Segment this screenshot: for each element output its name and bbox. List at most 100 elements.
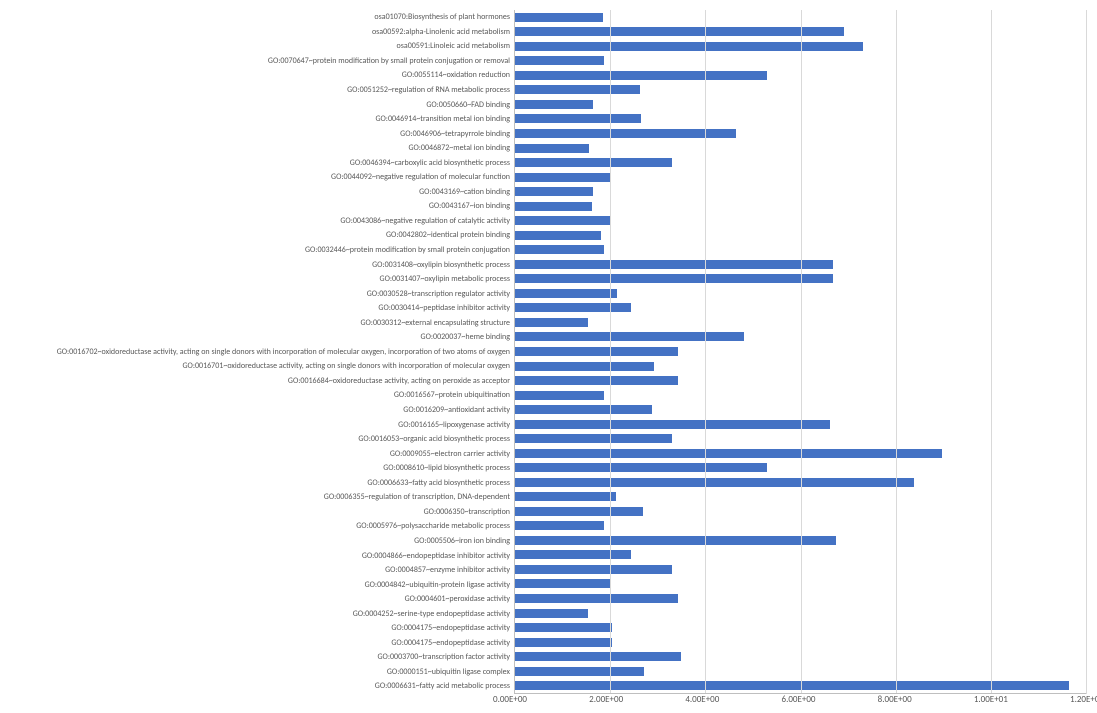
y-label: GO:0043086~negative regulation of cataly… <box>10 214 510 229</box>
bar <box>515 594 678 603</box>
bar <box>515 638 612 647</box>
gridline <box>1086 10 1087 693</box>
bar <box>515 565 672 574</box>
y-label: GO:0004175~endopeptidase activity <box>10 636 510 651</box>
x-tick-label: 0.00E+00 <box>493 694 527 705</box>
y-label: GO:0008610~lipid biosynthetic process <box>10 461 510 476</box>
x-tick-label: 1.20E+01 <box>1070 694 1097 705</box>
y-label: GO:0016684~oxidoreductase activity, acti… <box>10 374 510 389</box>
go-enrichment-bar-chart: osa01070:Biosynthesis of plant hormoneso… <box>0 0 1097 713</box>
y-label: GO:0005976~polysaccharide metabolic proc… <box>10 519 510 534</box>
y-label: GO:0016165~lipoxygenase activity <box>10 417 510 432</box>
bar <box>515 216 610 225</box>
y-label: GO:0000151~ubiquitin ligase complex <box>10 665 510 680</box>
bar <box>515 391 604 400</box>
bar <box>515 187 593 196</box>
y-label: GO:0032446~protein modification by small… <box>10 243 510 258</box>
y-label: GO:0020037~heme binding <box>10 330 510 345</box>
y-label: GO:0044092~negative regulation of molecu… <box>10 170 510 185</box>
y-label: GO:0016701~oxidoreductase activity, acti… <box>10 359 510 374</box>
bar <box>515 303 631 312</box>
y-label: GO:0016053~organic acid biosynthetic pro… <box>10 432 510 447</box>
y-label: GO:0046914~transition metal ion binding <box>10 112 510 127</box>
x-tick-label: 8.00E+00 <box>878 694 912 705</box>
x-tick-label: 6.00E+00 <box>782 694 816 705</box>
bar <box>515 42 863 51</box>
y-label: GO:0006633~fatty acid biosynthetic proce… <box>10 476 510 491</box>
bar <box>515 579 610 588</box>
bar <box>515 550 631 559</box>
y-label: GO:0006350~transcription <box>10 505 510 520</box>
y-label: GO:0004842~ubiquitin-protein ligase acti… <box>10 577 510 592</box>
bar <box>515 318 588 327</box>
y-label: GO:0016209~antioxidant activity <box>10 403 510 418</box>
y-label: GO:0055114~oxidation reduction <box>10 68 510 83</box>
y-label: GO:0006631~fatty acid metabolic process <box>10 679 510 694</box>
y-label: GO:0030528~transcription regulator activ… <box>10 286 510 301</box>
bar <box>515 202 592 211</box>
y-label: GO:0003700~transcription factor activity <box>10 650 510 665</box>
y-label: GO:0030312~external encapsulating struct… <box>10 315 510 330</box>
bar <box>515 129 736 138</box>
gridline <box>801 10 802 693</box>
bar <box>515 667 644 676</box>
bar <box>515 332 744 341</box>
bar <box>515 144 589 153</box>
bar <box>515 536 836 545</box>
bar <box>515 347 678 356</box>
y-axis-labels: osa01070:Biosynthesis of plant hormoneso… <box>10 10 514 694</box>
bar <box>515 362 654 371</box>
bar <box>515 420 830 429</box>
y-label: GO:0004252~serine-type endopeptidase act… <box>10 606 510 621</box>
y-label: GO:0016702~oxidoreductase activity, acti… <box>10 345 510 360</box>
y-label: GO:0004866~endopeptidase inhibitor activ… <box>10 548 510 563</box>
bar <box>515 260 833 269</box>
gridline <box>610 10 611 693</box>
bar <box>515 158 672 167</box>
y-label: GO:0046394~carboxylic acid biosynthetic … <box>10 155 510 170</box>
bar <box>515 56 604 65</box>
bar <box>515 623 612 632</box>
bar <box>515 609 588 618</box>
x-tick-label: 4.00E+00 <box>685 694 719 705</box>
y-label: GO:0051252~regulation of RNA metabolic p… <box>10 83 510 98</box>
y-label: GO:0043167~ion binding <box>10 199 510 214</box>
y-label: GO:0043169~cation binding <box>10 185 510 200</box>
bar <box>515 652 681 661</box>
plot-area: osa01070:Biosynthesis of plant hormoneso… <box>10 10 1087 694</box>
bar <box>515 173 610 182</box>
bar <box>515 100 593 109</box>
y-label: osa01070:Biosynthesis of plant hormones <box>10 10 510 25</box>
y-label: GO:0030414~peptidase inhibitor activity <box>10 301 510 316</box>
y-label: GO:0070647~protein modification by small… <box>10 54 510 69</box>
gridline <box>705 10 706 693</box>
bar <box>515 27 844 36</box>
y-label: GO:0042802~identical protein binding <box>10 228 510 243</box>
bar <box>515 405 652 414</box>
y-label: GO:0004857~enzyme inhibitor activity <box>10 563 510 578</box>
bar <box>515 521 604 530</box>
bar <box>515 463 767 472</box>
y-label: GO:0005506~iron ion binding <box>10 534 510 549</box>
y-label: GO:0006355~regulation of transcription, … <box>10 490 510 505</box>
x-tick-label: 1.00E+01 <box>974 694 1008 705</box>
bar <box>515 449 942 458</box>
y-label: GO:0016567~protein ubiquitination <box>10 388 510 403</box>
y-label: GO:0004175~endopeptidase activity <box>10 621 510 636</box>
y-label: GO:0046906~tetrapyrrole binding <box>10 126 510 141</box>
y-label: GO:0004601~peroxidase activity <box>10 592 510 607</box>
bar <box>515 681 1069 690</box>
y-label: GO:0031408~oxylipin biosynthetic process <box>10 257 510 272</box>
gridline <box>896 10 897 693</box>
bar <box>515 274 833 283</box>
bar <box>515 289 617 298</box>
x-tick-label: 2.00E+00 <box>589 694 623 705</box>
y-label: osa00592:alpha-Linolenic acid metabolism <box>10 25 510 40</box>
y-label: GO:0050660~FAD binding <box>10 97 510 112</box>
y-label: GO:0046872~metal ion binding <box>10 141 510 156</box>
bar <box>515 71 767 80</box>
x-axis: 0.00E+002.00E+004.00E+006.00E+008.00E+00… <box>510 694 1087 710</box>
y-label: osa00591:Linoleic acid metabolism <box>10 39 510 54</box>
bar <box>515 492 616 501</box>
bar <box>515 507 643 516</box>
